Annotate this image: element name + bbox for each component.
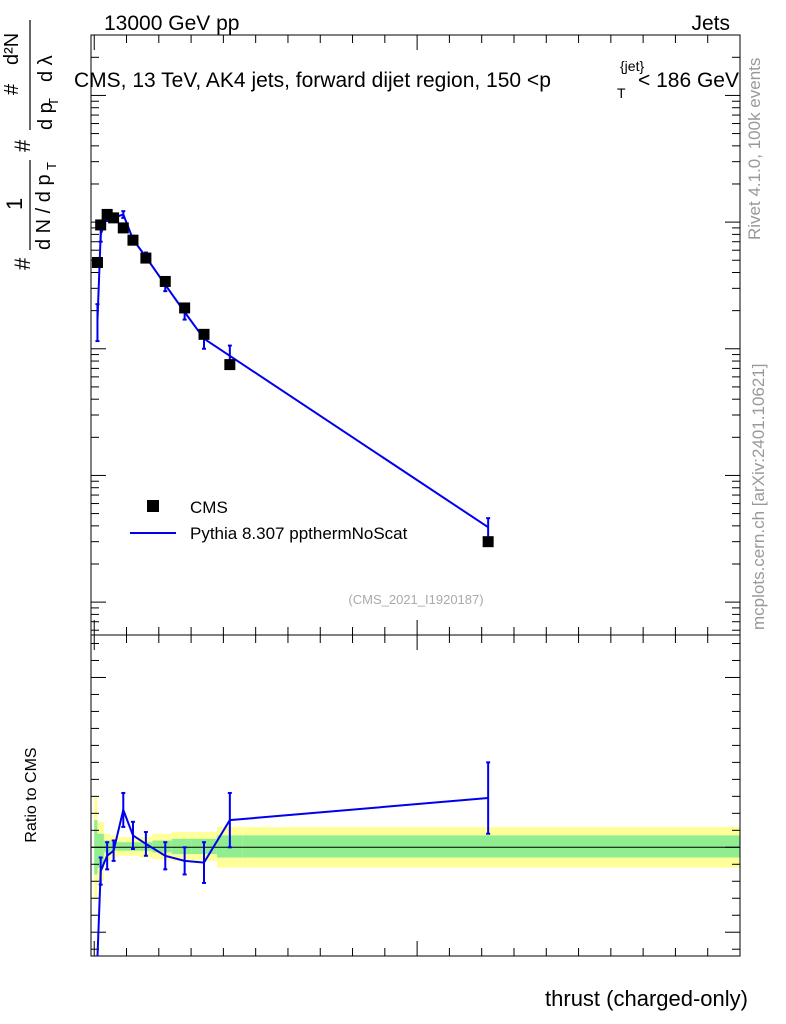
cms-data-point xyxy=(198,328,210,340)
cms-data-point xyxy=(140,252,152,264)
chart-title-sub: T xyxy=(617,85,626,101)
rivet-label: Rivet 4.1.0, 100k events xyxy=(745,58,764,240)
main-series xyxy=(91,208,494,548)
header-right: Jets xyxy=(691,12,730,35)
ratio-y-ticks xyxy=(91,642,740,950)
stat-band-segment xyxy=(97,833,104,868)
main-x-ticks xyxy=(93,35,741,635)
ratio-frame xyxy=(90,634,741,957)
stat-band-segment xyxy=(242,835,740,858)
y-label-d2n: d²N xyxy=(1,33,23,65)
chart-title: CMS, 13 TeV, AK4 jets, forward dijet reg… xyxy=(74,69,551,92)
legend-marker-cms xyxy=(147,500,159,512)
cms-data-point xyxy=(179,302,191,314)
analysis-watermark: (CMS_2021_I1920187) xyxy=(348,592,483,607)
cms-data-point xyxy=(108,212,120,224)
y-label-hash3: # xyxy=(1,83,23,95)
y-label-dpt: d p xyxy=(35,102,57,130)
stat-band-segment xyxy=(116,842,127,851)
legend: CMS Pythia 8.307 ppthermNoScat xyxy=(130,498,408,543)
main-panel: CMS, 13 TeV, AK4 jets, forward dijet reg… xyxy=(1,20,741,636)
cms-data-point xyxy=(117,222,129,234)
cms-data-point xyxy=(224,359,236,371)
cms-data-point xyxy=(91,256,103,268)
ratio-y-label: Ratio to CMS xyxy=(23,747,40,842)
ratio-x-ticks xyxy=(93,635,741,956)
stat-band-segment xyxy=(171,838,192,855)
y-label-dl: d λ xyxy=(35,55,57,82)
ratio-series xyxy=(96,761,491,957)
y-label-t1: T xyxy=(44,162,59,170)
y-label-one: 1 xyxy=(2,198,27,210)
main-y-ticks xyxy=(91,34,740,631)
main-frame xyxy=(90,34,741,636)
chart-title-tail: < 186 GeV xyxy=(638,69,739,92)
chart-title-sup: {jet} xyxy=(620,58,644,74)
ratio-panel: Ratio to CMS thrust (charged-only) xyxy=(23,634,748,1011)
y-label-dn: d N / d p xyxy=(33,174,55,250)
legend-label-cms: CMS xyxy=(190,498,228,517)
y-label-t2: T xyxy=(46,98,61,106)
pythia-line xyxy=(96,213,489,529)
y-label-hash1: # xyxy=(10,257,35,270)
ratio-bands xyxy=(91,796,740,899)
main-y-label: # 1 d N / d p T # # d²N d p T d λ xyxy=(1,20,61,270)
y-label-hash2: # xyxy=(10,139,35,152)
mcplots-label: mcplots.cern.ch [arXiv:2401.10621] xyxy=(749,364,768,630)
ratio-line xyxy=(96,797,489,957)
cms-data-point xyxy=(159,275,171,287)
header-left: 13000 GeV pp xyxy=(104,12,239,35)
cms-data-point xyxy=(482,536,494,548)
stat-band-segment xyxy=(152,840,172,853)
x-axis-label: thrust (charged-only) xyxy=(545,986,748,1011)
cms-data-point xyxy=(127,234,139,246)
legend-label-pythia: Pythia 8.307 ppthermNoScat xyxy=(190,524,408,543)
cms-data-point xyxy=(95,219,107,231)
cms-data-point xyxy=(101,208,113,220)
